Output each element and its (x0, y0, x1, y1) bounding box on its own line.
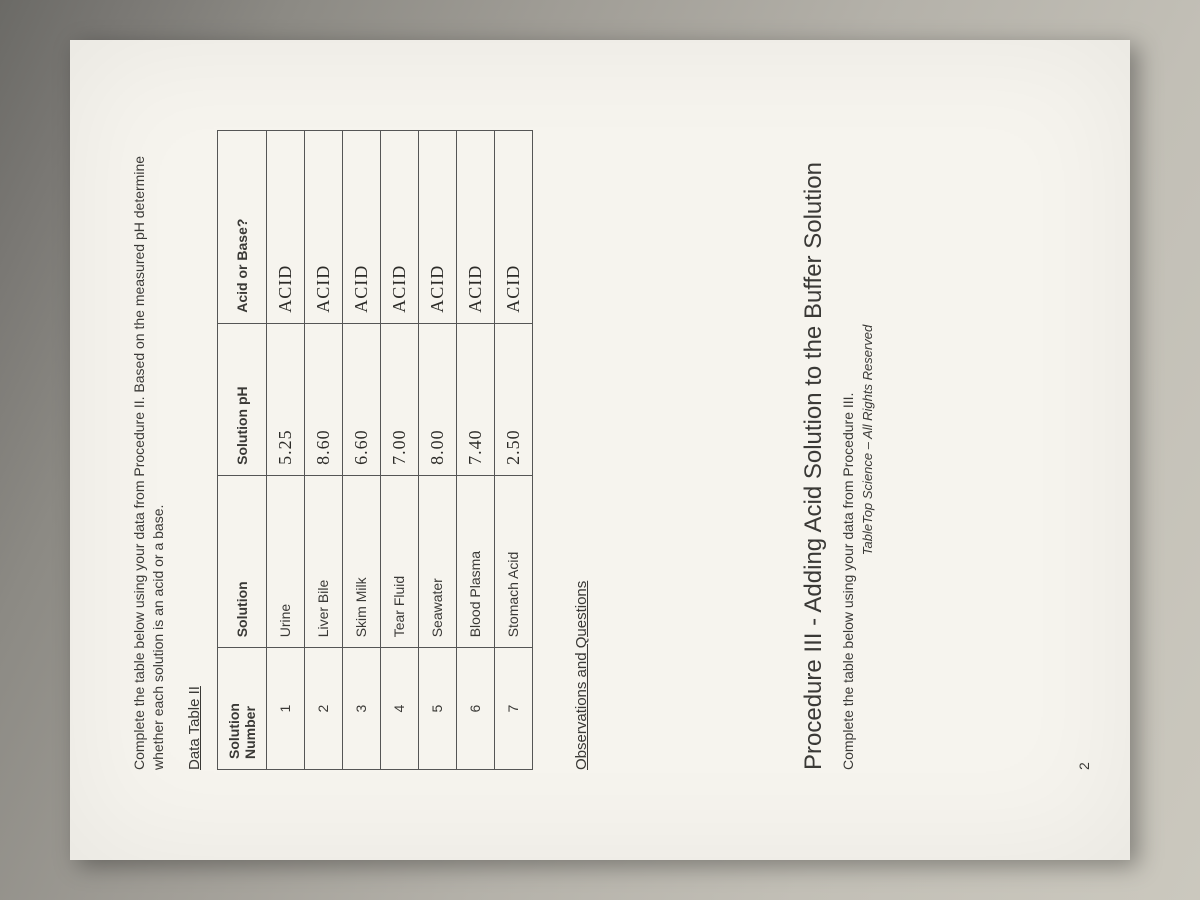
cell-solution: Liver Bile (304, 475, 342, 647)
footer-copyright: TableTop Science – All Rights Reserved (860, 110, 875, 770)
table-row: 1 Urine 5.25 ACID (266, 131, 304, 770)
table-row: 3 Skim Milk 6.60 ACID (342, 131, 380, 770)
table-row: 5 Seawater 8.00 ACID (418, 131, 456, 770)
cell-number: 4 (380, 648, 418, 770)
cell-ph-handwritten: 6.60 (351, 429, 371, 465)
cell-acid-base-handwritten: ACID (389, 265, 409, 313)
table-row: 2 Liver Bile 8.60 ACID (304, 131, 342, 770)
cell-solution: Seawater (418, 475, 456, 647)
procedure-iii-instructions: Complete the table below using your data… (840, 110, 856, 770)
cell-solution: Tear Fluid (380, 475, 418, 647)
cell-ph-handwritten: 7.40 (465, 429, 485, 465)
cell-number: 5 (418, 648, 456, 770)
table-row: 6 Blood Plasma 7.40 ACID (456, 131, 494, 770)
cell-number: 3 (342, 648, 380, 770)
cell-ph-handwritten: 5.25 (275, 429, 295, 465)
cell-ph-handwritten: 2.50 (503, 429, 523, 465)
cell-solution: Stomach Acid (494, 475, 532, 647)
cell-acid-base-handwritten: ACID (427, 265, 447, 313)
col-header-ph: Solution pH (217, 323, 266, 475)
cell-ph-handwritten: 7.00 (389, 429, 409, 465)
instructions-text: Complete the table below using your data… (130, 110, 168, 770)
cell-number: 1 (266, 648, 304, 770)
cell-acid-base-handwritten: ACID (351, 265, 371, 313)
cell-acid-base-handwritten: ACID (503, 265, 523, 313)
sheet-rotation-wrap: Complete the table below using your data… (70, 40, 1130, 860)
data-table-ii: Solution Number Solution Solution pH Aci… (217, 130, 533, 770)
col-header-acid-base: Acid or Base? (217, 131, 266, 324)
col-header-solution: Solution (217, 475, 266, 647)
cell-number: 6 (456, 648, 494, 770)
cell-acid-base-handwritten: ACID (313, 265, 333, 313)
table-row: 7 Stomach Acid 2.50 ACID (494, 131, 532, 770)
cell-solution: Skim Milk (342, 475, 380, 647)
cell-acid-base-handwritten: ACID (465, 265, 485, 313)
cell-solution: Urine (266, 475, 304, 647)
cell-number: 7 (494, 648, 532, 770)
desk-surface: Complete the table below using your data… (0, 0, 1200, 900)
cell-solution: Blood Plasma (456, 475, 494, 647)
cell-ph-handwritten: 8.00 (427, 429, 447, 465)
blank-space (590, 110, 800, 770)
col-header-number: Solution Number (217, 648, 266, 770)
page-number: 2 (1076, 762, 1092, 770)
cell-acid-base-handwritten: ACID (275, 265, 295, 313)
table-header-row: Solution Number Solution Solution pH Aci… (217, 131, 266, 770)
observations-heading: Observations and Questions (573, 110, 590, 770)
worksheet-page: Complete the table below using your data… (70, 40, 1130, 860)
data-table-title: Data Table II (186, 110, 203, 770)
procedure-iii-heading: Procedure III - Adding Acid Solution to … (800, 110, 828, 770)
cell-number: 2 (304, 648, 342, 770)
cell-ph-handwritten: 8.60 (313, 429, 333, 465)
table-row: 4 Tear Fluid 7.00 ACID (380, 131, 418, 770)
